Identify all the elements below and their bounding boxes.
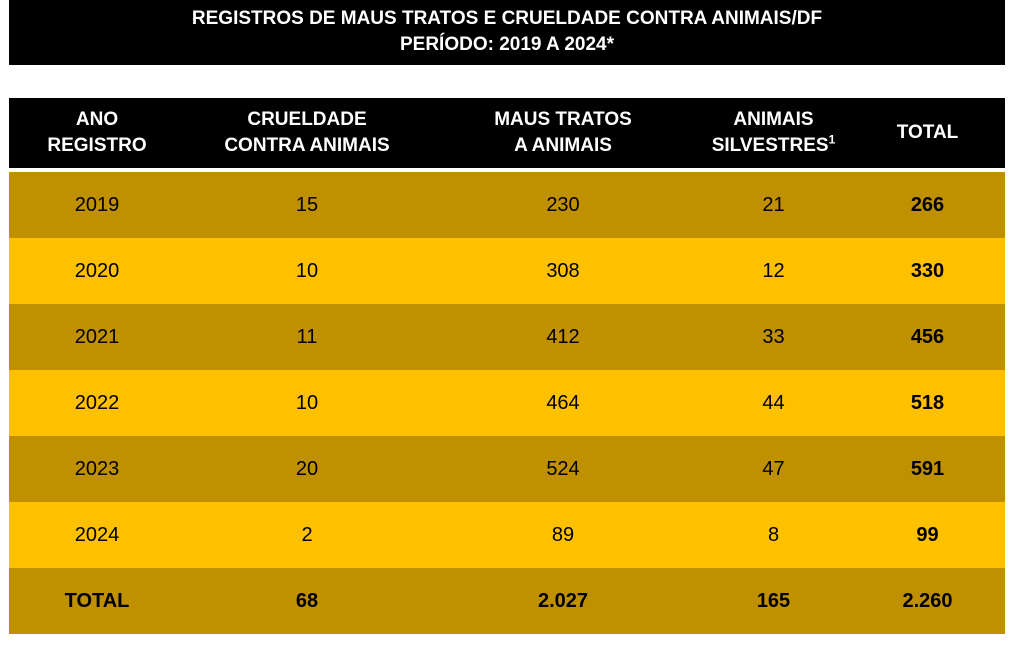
cell-crueldade: 10 <box>295 391 319 414</box>
cell-silvestres: 21 <box>762 193 785 216</box>
header-maus-tratos: MAUS TRATOS A ANIMAIS <box>429 98 697 168</box>
total-label: TOTAL <box>64 589 130 612</box>
header-ano-registro: ANO REGISTRO <box>9 98 185 168</box>
total-crueldade: 68 <box>295 589 319 612</box>
cell-crueldade: 20 <box>295 457 319 480</box>
table-total-row: TOTAL 68 2.027 165 2.260 <box>9 568 1005 634</box>
header-line: CRUELDADE <box>247 109 367 130</box>
cell-crueldade: 10 <box>295 259 319 282</box>
cell-year: 2020 <box>74 259 120 282</box>
cell-year: 2019 <box>74 193 120 216</box>
cell-total: 330 <box>910 259 945 282</box>
table-row: 2022 10 464 44 518 <box>9 370 1005 436</box>
cell-silvestres: 8 <box>767 523 780 546</box>
cell-total: 456 <box>910 325 945 348</box>
cell-silvestres: 44 <box>762 391 785 414</box>
cell-maus-tratos: 230 <box>546 193 580 216</box>
table-row: 2020 10 308 12 330 <box>9 238 1005 304</box>
cell-year: 2021 <box>74 325 120 348</box>
cell-maus-tratos: 412 <box>546 325 580 348</box>
cell-silvestres: 47 <box>762 457 785 480</box>
total-silvestres: 165 <box>756 589 791 612</box>
header-line: ANIMAIS <box>733 109 814 130</box>
table-header-row: ANO REGISTRO CRUELDADE CONTRA ANIMAIS MA… <box>9 98 1005 168</box>
cell-maus-tratos: 89 <box>551 523 575 546</box>
header-line: A ANIMAIS <box>514 135 612 156</box>
footnote-marker: 1 <box>828 132 836 147</box>
header-text: SILVESTRES <box>711 135 829 156</box>
cell-year: 2023 <box>74 457 120 480</box>
cell-total: 99 <box>916 523 939 546</box>
title-line-1: REGISTROS DE MAUS TRATOS E CRUELDADE CON… <box>191 8 823 29</box>
title-line-2: PERÍODO: 2019 A 2024* <box>399 34 615 55</box>
cell-crueldade: 11 <box>296 325 318 348</box>
cell-year: 2024 <box>74 523 120 546</box>
header-line: REGISTRO <box>47 135 147 156</box>
header-line: TOTAL <box>896 122 959 143</box>
header-line: SILVESTRES1 <box>697 133 850 159</box>
header-line: CONTRA ANIMAIS <box>224 135 390 156</box>
header-animais-silvestres: ANIMAIS SILVESTRES1 <box>697 98 850 168</box>
cell-crueldade: 15 <box>295 193 319 216</box>
header-spacer <box>9 168 1005 172</box>
total-grand: 2.260 <box>902 589 953 612</box>
table-row: 2023 20 524 47 591 <box>9 436 1005 502</box>
cell-maus-tratos: 308 <box>546 259 580 282</box>
table-title: REGISTROS DE MAUS TRATOS E CRUELDADE CON… <box>9 0 1005 65</box>
cell-silvestres: 12 <box>762 259 785 282</box>
cell-silvestres: 33 <box>762 325 785 348</box>
table-row: 2024 2 89 8 99 <box>9 502 1005 568</box>
cell-maus-tratos: 464 <box>546 391 580 414</box>
cell-total: 518 <box>910 391 945 414</box>
cell-total: 591 <box>910 457 945 480</box>
table-row: 2019 15 230 21 266 <box>9 172 1005 238</box>
total-maus-tratos: 2.027 <box>537 589 589 612</box>
table-row: 2021 11 412 33 456 <box>9 304 1005 370</box>
records-table: ANO REGISTRO CRUELDADE CONTRA ANIMAIS MA… <box>9 98 1005 634</box>
cell-year: 2022 <box>74 391 120 414</box>
cell-total: 266 <box>910 193 945 216</box>
cell-crueldade: 2 <box>301 523 313 546</box>
cell-maus-tratos: 524 <box>546 457 580 480</box>
header-total: TOTAL <box>850 98 1005 168</box>
header-line: MAUS TRATOS <box>494 109 632 130</box>
header-line: ANO <box>75 109 119 130</box>
header-crueldade: CRUELDADE CONTRA ANIMAIS <box>185 98 429 168</box>
